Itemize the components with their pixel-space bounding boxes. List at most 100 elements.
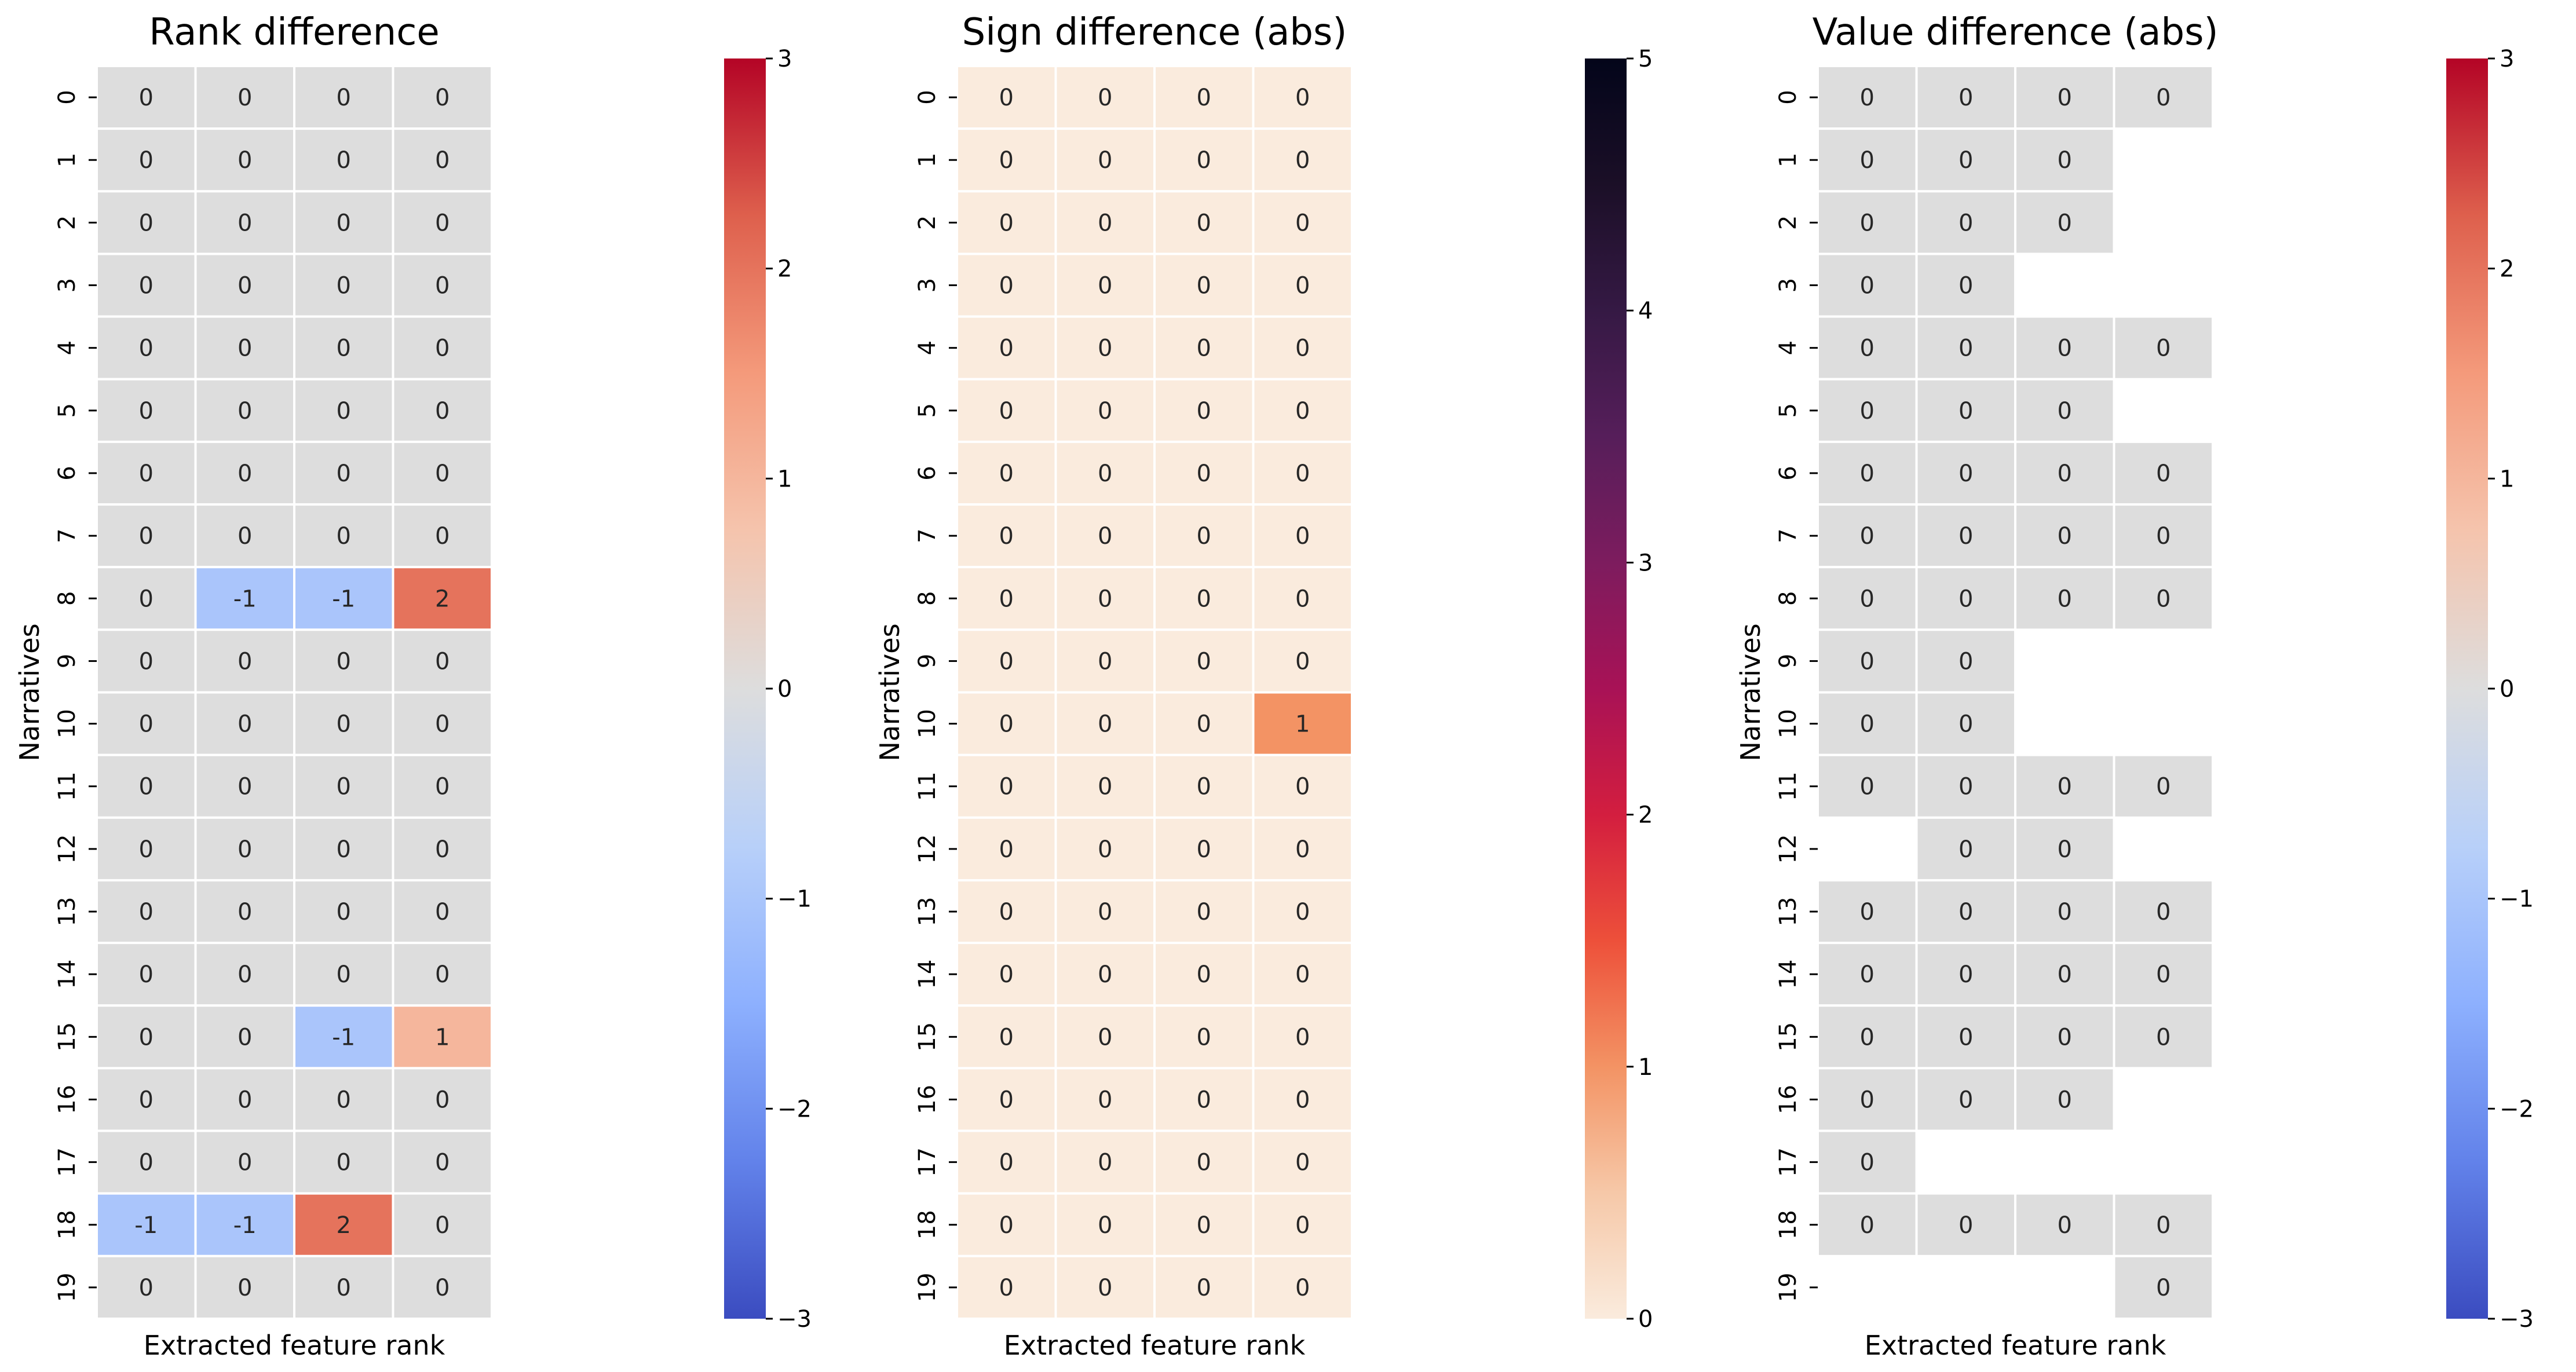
colorbar-tick-label: 2 [1638,802,1653,829]
cell-value-label: 0 [435,648,450,675]
cell-value-label: 0 [435,273,450,299]
heatmap-cell [194,378,295,443]
cell-value-label: 0 [1860,147,1875,174]
cell-value-label: 0 [337,1275,351,1301]
heatmap-cell [293,942,394,1007]
x-axis-label: Extracted feature rank [144,1330,445,1361]
cell-value-label: 0 [1197,1086,1211,1113]
cell-value-label: 0 [139,523,154,550]
cell-value-label: 0 [237,460,252,487]
colorbar-tick-label: 3 [777,46,792,72]
y-tick-label: 19 [1775,1272,1802,1302]
cell-value-label: 0 [237,335,252,362]
y-tick-label: 14 [54,960,81,989]
y-tick-label: 8 [914,591,941,606]
heatmap-cell [194,1067,295,1132]
y-tick-label: 18 [914,1210,941,1239]
heatmap-cell [1915,1192,2016,1257]
colorbar [2446,58,2488,1319]
y-tick-label: 5 [54,403,81,418]
cell-value-label: 0 [337,648,351,675]
y-tick-label: 16 [54,1085,81,1114]
y-tick-label: 0 [54,90,81,104]
cell-value-label: 0 [2156,85,2171,111]
y-tick-label: 13 [1775,897,1802,927]
heatmap-cell [1252,816,1353,881]
cell-value-label: 0 [1197,711,1211,738]
heatmap-cell [392,65,493,130]
heatmap-cell [293,753,394,819]
cell-value-label: 0 [2156,335,2171,362]
y-tick-label: 19 [914,1272,941,1302]
cell-value-label: 0 [2058,460,2072,487]
cell-value-label: 0 [435,210,450,236]
cell-value-label: 0 [435,85,450,111]
cell-value-label: 0 [1860,1212,1875,1239]
y-tick-label: 19 [54,1272,81,1302]
heatmap-cell [96,1004,197,1070]
y-tick-label: 15 [914,1022,941,1052]
heatmap-cell [2113,315,2214,380]
heatmap-cell [194,65,295,130]
heatmap-cell [1153,942,1255,1007]
colorbar-tick-label: −3 [2500,1306,2534,1333]
colorbar-tick-label: 1 [2500,466,2514,492]
y-tick-label: 16 [1775,1085,1802,1114]
cell-value-label: 0 [2156,460,2171,487]
heatmap-cell [293,440,394,506]
cell-value-label: 0 [1098,1212,1112,1239]
cell-value-label: 0 [1959,648,1973,675]
cell-value-label: 0 [2058,836,2072,863]
heatmap-cell [956,190,1057,255]
heatmap-cell [1252,127,1353,193]
chart-title: Sign difference (abs) [962,11,1347,54]
heatmap-cell [2113,566,2214,631]
y-tick-label: 8 [1775,591,1802,606]
heatmap-cell [2113,942,2214,1007]
heatmap-cell [956,816,1057,881]
cell-value-label: 0 [1295,1212,1310,1239]
cell-value-label: 0 [1860,586,1875,612]
cell-value-label: 0 [999,210,1014,236]
heatmap-cell [392,378,493,443]
cell-value-label: 0 [1197,836,1211,863]
heatmap-cell [1817,190,1918,255]
cell-value-label: 0 [139,836,154,863]
cell-value-label: 0 [999,711,1014,738]
heatmap-cell [1054,753,1156,819]
cell-value-label: 0 [139,210,154,236]
heatmap-cell [956,566,1057,631]
colorbar-tick-label: 0 [777,676,792,703]
colorbar-tick-label: 0 [1638,1306,1653,1333]
cell-value-label: 0 [1860,1024,1875,1051]
y-tick-label: 5 [1775,403,1802,418]
cell-value-label: 0 [435,711,450,738]
cell-value-label: 0 [1098,899,1112,925]
cell-value-label: 0 [435,961,450,988]
cell-value-label: 0 [237,523,252,550]
heatmap-cell [392,879,493,945]
y-tick-label: 1 [914,152,941,167]
y-tick-label: 9 [54,654,81,668]
cell-value-label: -1 [233,586,257,612]
cell-value-label: 0 [1860,85,1875,111]
heatmap-cell [194,1192,295,1257]
cell-value-label: 0 [1098,273,1112,299]
heatmap-cell [1915,566,2016,631]
y-tick-label: 3 [1775,278,1802,292]
cell-value-label: 0 [1295,586,1310,612]
x-axis-label: Extracted feature rank [1004,1330,1306,1361]
cell-value-label: 0 [1959,1086,1973,1113]
cell-value-label: 0 [337,1150,351,1176]
cell-value-label: 0 [1098,586,1112,612]
cell-value-label: 2 [337,1212,351,1239]
heatmap-cell [293,1254,394,1320]
cell-value-label: 0 [139,147,154,174]
cell-value-label: 0 [1197,335,1211,362]
heatmap-cell [392,1192,493,1257]
cell-value-label: 1 [435,1024,450,1051]
cell-value-label: 0 [1197,1212,1211,1239]
cell-value-label: 0 [1295,774,1310,800]
cell-value-label: 0 [1860,899,1875,925]
cell-value-label: 0 [237,961,252,988]
